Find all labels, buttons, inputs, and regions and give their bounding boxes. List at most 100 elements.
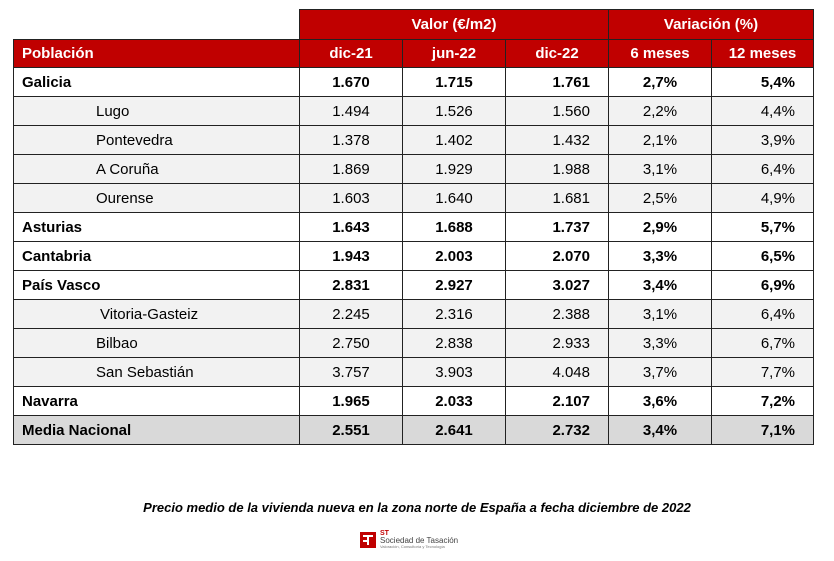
- cell-jun22: 1.715: [402, 67, 506, 97]
- cell-6m: 3,6%: [608, 386, 712, 416]
- cell-dic22: 3.027: [505, 270, 609, 300]
- table-row: Asturias 1.643 1.688 1.737 2,9% 5,7%: [13, 212, 815, 242]
- table-row: Ourense 1.603 1.640 1.681 2,5% 4,9%: [13, 183, 815, 213]
- cell-dic21: 2.551: [299, 415, 403, 445]
- row-name: A Coruña: [13, 154, 300, 184]
- header-variacion-group: Variación (%): [607, 9, 815, 40]
- cell-6m: 3,4%: [608, 270, 712, 300]
- cell-jun22: 2.316: [402, 299, 506, 329]
- cell-jun22: 2.033: [402, 386, 506, 416]
- cell-dic22: 1.761: [505, 67, 609, 97]
- cell-jun22: 2.003: [402, 241, 506, 271]
- header-column-row: Población dic-21 jun-22 dic-22 6 meses 1…: [13, 39, 815, 68]
- cell-12m: 7,7%: [710, 357, 815, 387]
- header-12-meses: 12 meses: [710, 39, 815, 68]
- table-row: Vitoria-Gasteiz 2.245 2.316 2.388 3,1% 6…: [13, 299, 815, 329]
- row-name: Pontevedra: [13, 125, 300, 155]
- row-name: Media Nacional: [13, 415, 300, 445]
- sociedad-de-tasacion-logo: ST Sociedad de Tasación Valoración, Cons…: [360, 530, 458, 549]
- table-row: A Coruña 1.869 1.929 1.988 3,1% 6,4%: [13, 154, 815, 184]
- cell-6m: 3,3%: [608, 241, 712, 271]
- cell-dic21: 1.378: [299, 125, 403, 155]
- cell-dic21: 1.670: [299, 67, 403, 97]
- row-name: País Vasco: [13, 270, 300, 300]
- cell-jun22: 1.929: [402, 154, 506, 184]
- cell-12m: 6,4%: [710, 299, 815, 329]
- cell-dic21: 1.869: [299, 154, 403, 184]
- cell-dic21: 1.603: [299, 183, 403, 213]
- cell-dic22: 1.737: [505, 212, 609, 242]
- cell-dic21: 2.750: [299, 328, 403, 358]
- header-group-row: Valor (€/m2) Variación (%): [13, 9, 815, 40]
- cell-dic22: 4.048: [505, 357, 609, 387]
- table-caption: Precio medio de la vivienda nueva en la …: [143, 500, 691, 515]
- price-table: Valor (€/m2) Variación (%) Población dic…: [13, 9, 815, 445]
- cell-dic22: 2.070: [505, 241, 609, 271]
- header-valor-group: Valor (€/m2): [299, 9, 609, 40]
- cell-6m: 3,1%: [608, 299, 712, 329]
- header-jun22: jun-22: [402, 39, 506, 68]
- logo-tagline: Valoración, Consultoría y Tecnología: [380, 544, 445, 549]
- cell-12m: 5,4%: [710, 67, 815, 97]
- cell-12m: 5,7%: [710, 212, 815, 242]
- logo-st: ST: [380, 530, 389, 537]
- header-dic21: dic-21: [299, 39, 403, 68]
- cell-dic22: 2.107: [505, 386, 609, 416]
- cell-jun22: 2.641: [402, 415, 506, 445]
- cell-12m: 7,1%: [710, 415, 815, 445]
- cell-dic22: 2.388: [505, 299, 609, 329]
- header-poblacion: Población: [13, 39, 300, 68]
- table-row: País Vasco 2.831 2.927 3.027 3,4% 6,9%: [13, 270, 815, 300]
- header-dic22: dic-22: [505, 39, 609, 68]
- cell-jun22: 1.688: [402, 212, 506, 242]
- row-name: Asturias: [13, 212, 300, 242]
- cell-jun22: 1.640: [402, 183, 506, 213]
- cell-jun22: 3.903: [402, 357, 506, 387]
- cell-dic21: 2.831: [299, 270, 403, 300]
- table-row: Navarra 1.965 2.033 2.107 3,6% 7,2%: [13, 386, 815, 416]
- cell-12m: 6,5%: [710, 241, 815, 271]
- cell-12m: 4,9%: [710, 183, 815, 213]
- cell-6m: 3,1%: [608, 154, 712, 184]
- cell-jun22: 1.526: [402, 96, 506, 126]
- cell-6m: 2,5%: [608, 183, 712, 213]
- cell-12m: 6,4%: [710, 154, 815, 184]
- cell-dic22: 1.988: [505, 154, 609, 184]
- cell-6m: 3,3%: [608, 328, 712, 358]
- row-name: Ourense: [13, 183, 300, 213]
- logo-text: ST Sociedad de Tasación Valoración, Cons…: [380, 530, 458, 549]
- table-row-total: Media Nacional 2.551 2.641 2.732 3,4% 7,…: [13, 415, 815, 445]
- header-blank-cell: [13, 9, 300, 40]
- cell-dic22: 1.681: [505, 183, 609, 213]
- cell-jun22: 2.838: [402, 328, 506, 358]
- cell-6m: 3,4%: [608, 415, 712, 445]
- table-row: San Sebastián 3.757 3.903 4.048 3,7% 7,7…: [13, 357, 815, 387]
- cell-6m: 2,2%: [608, 96, 712, 126]
- row-name: Lugo: [13, 96, 300, 126]
- row-name: Vitoria-Gasteiz: [13, 299, 300, 329]
- table-row: Pontevedra 1.378 1.402 1.432 2,1% 3,9%: [13, 125, 815, 155]
- cell-6m: 2,9%: [608, 212, 712, 242]
- cell-12m: 6,9%: [710, 270, 815, 300]
- cell-12m: 7,2%: [710, 386, 815, 416]
- row-name: San Sebastián: [13, 357, 300, 387]
- logo-name: Sociedad de Tasación: [380, 536, 459, 545]
- st-logo-icon: [360, 531, 376, 548]
- cell-12m: 6,7%: [710, 328, 815, 358]
- table-row: Cantabria 1.943 2.003 2.070 3,3% 6,5%: [13, 241, 815, 271]
- cell-12m: 3,9%: [710, 125, 815, 155]
- row-name: Galicia: [13, 67, 300, 97]
- cell-dic22: 2.732: [505, 415, 609, 445]
- cell-dic22: 1.432: [505, 125, 609, 155]
- cell-dic21: 3.757: [299, 357, 403, 387]
- table-row: Lugo 1.494 1.526 1.560 2,2% 4,4%: [13, 96, 815, 126]
- cell-dic21: 1.494: [299, 96, 403, 126]
- cell-jun22: 1.402: [402, 125, 506, 155]
- cell-dic21: 1.643: [299, 212, 403, 242]
- cell-dic21: 2.245: [299, 299, 403, 329]
- header-6-meses: 6 meses: [608, 39, 712, 68]
- row-name: Bilbao: [13, 328, 300, 358]
- table-row: Bilbao 2.750 2.838 2.933 3,3% 6,7%: [13, 328, 815, 358]
- table-row: Galicia 1.670 1.715 1.761 2,7% 5,4%: [13, 67, 815, 97]
- cell-dic21: 1.965: [299, 386, 403, 416]
